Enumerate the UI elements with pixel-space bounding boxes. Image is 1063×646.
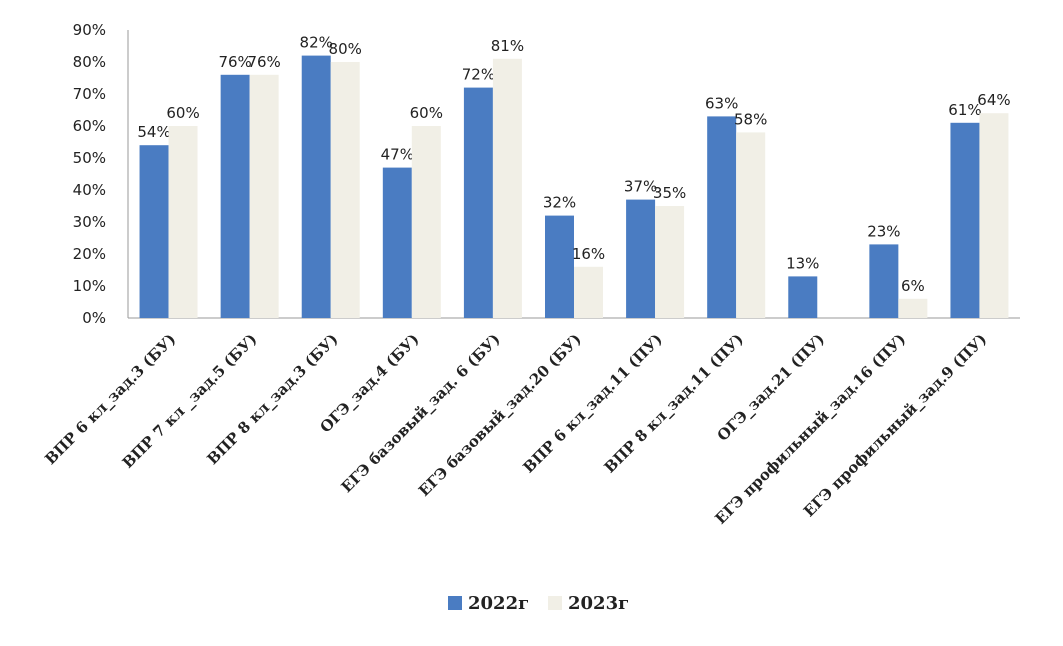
data-label: 16% [572,245,605,263]
category-label: ВПР 6 кл_зад.11 (ПУ) [520,330,666,476]
data-label: 64% [977,91,1010,109]
bar-2022г-2 [301,55,331,318]
y-tick-label: 90% [73,21,106,39]
bar-2023г-5 [574,266,603,318]
bar-2022г-10 [950,122,980,318]
data-label: 80% [329,40,362,58]
bar-2022г-7 [707,116,737,319]
category-label: ВПР 6 кл_зад.3 (БУ) [41,330,179,468]
category-label: ЕГЭ базовый_зад. 6 (БУ) [338,330,504,496]
data-label: 60% [166,104,199,122]
category-label: ВПР 8 кл_зад.3 (БУ) [203,330,341,468]
y-tick-label: 10% [73,277,106,295]
data-label: 76% [218,53,251,71]
bar-2023г-1 [249,74,279,318]
legend-label: 2022г [468,593,529,614]
y-tick-label: 70% [73,85,106,103]
data-label: 6% [901,277,925,295]
bar-2022г-1 [220,74,250,318]
y-tick-label: 60% [73,117,106,135]
data-label: 32% [543,194,576,212]
data-label: 72% [462,66,495,84]
data-label: 81% [491,37,524,55]
legend-swatch-2022г [448,596,462,610]
bar-2022г-4 [463,87,493,318]
data-label: 82% [300,34,333,52]
y-tick-label: 50% [73,149,106,167]
data-label: 76% [247,53,280,71]
y-tick-label: 30% [73,213,106,231]
y-tick-label: 40% [73,181,106,199]
bar-2022г-0 [139,145,169,318]
data-label: 35% [653,184,686,202]
category-label: ЕГЭ базовый_зад.20 (БУ) [415,330,585,500]
y-tick-label: 80% [73,53,106,71]
bar-2022г-5 [545,215,574,318]
bar-2023г-7 [736,132,766,318]
category-label: ЕГЭ профильный_зад.9 (ПУ) [800,330,990,520]
data-label: 61% [948,101,981,119]
bar-2023г-3 [411,126,441,318]
bar-2023г-10 [979,113,1009,318]
legend-swatch-2023г [548,596,562,610]
data-label: 58% [734,110,767,128]
bar-2023г-2 [330,62,360,318]
legend-label: 2023г [568,593,629,614]
data-label: 60% [410,104,443,122]
bar-2023г-9 [898,298,928,318]
bar-2022г-3 [382,167,412,318]
bar-2022г-6 [626,199,656,318]
category-label: ВПР 8 кл_зад.11 (ПУ) [601,330,747,476]
data-label: 63% [705,94,738,112]
bar-2022г-8 [788,276,818,318]
bar-2023г-0 [168,126,198,318]
category-label: ВПР 7 кл _зад.5 (БУ) [119,330,261,472]
bar-2023г-6 [655,206,685,318]
bar-2023г-4 [492,58,522,319]
data-label: 23% [867,222,900,240]
bar-2022г-9 [869,244,899,318]
data-label: 13% [786,254,819,272]
y-tick-label: 20% [73,245,106,263]
data-label: 47% [381,146,414,164]
data-label: 54% [137,123,170,141]
y-tick-label: 0% [82,309,106,327]
data-label: 37% [624,178,657,196]
